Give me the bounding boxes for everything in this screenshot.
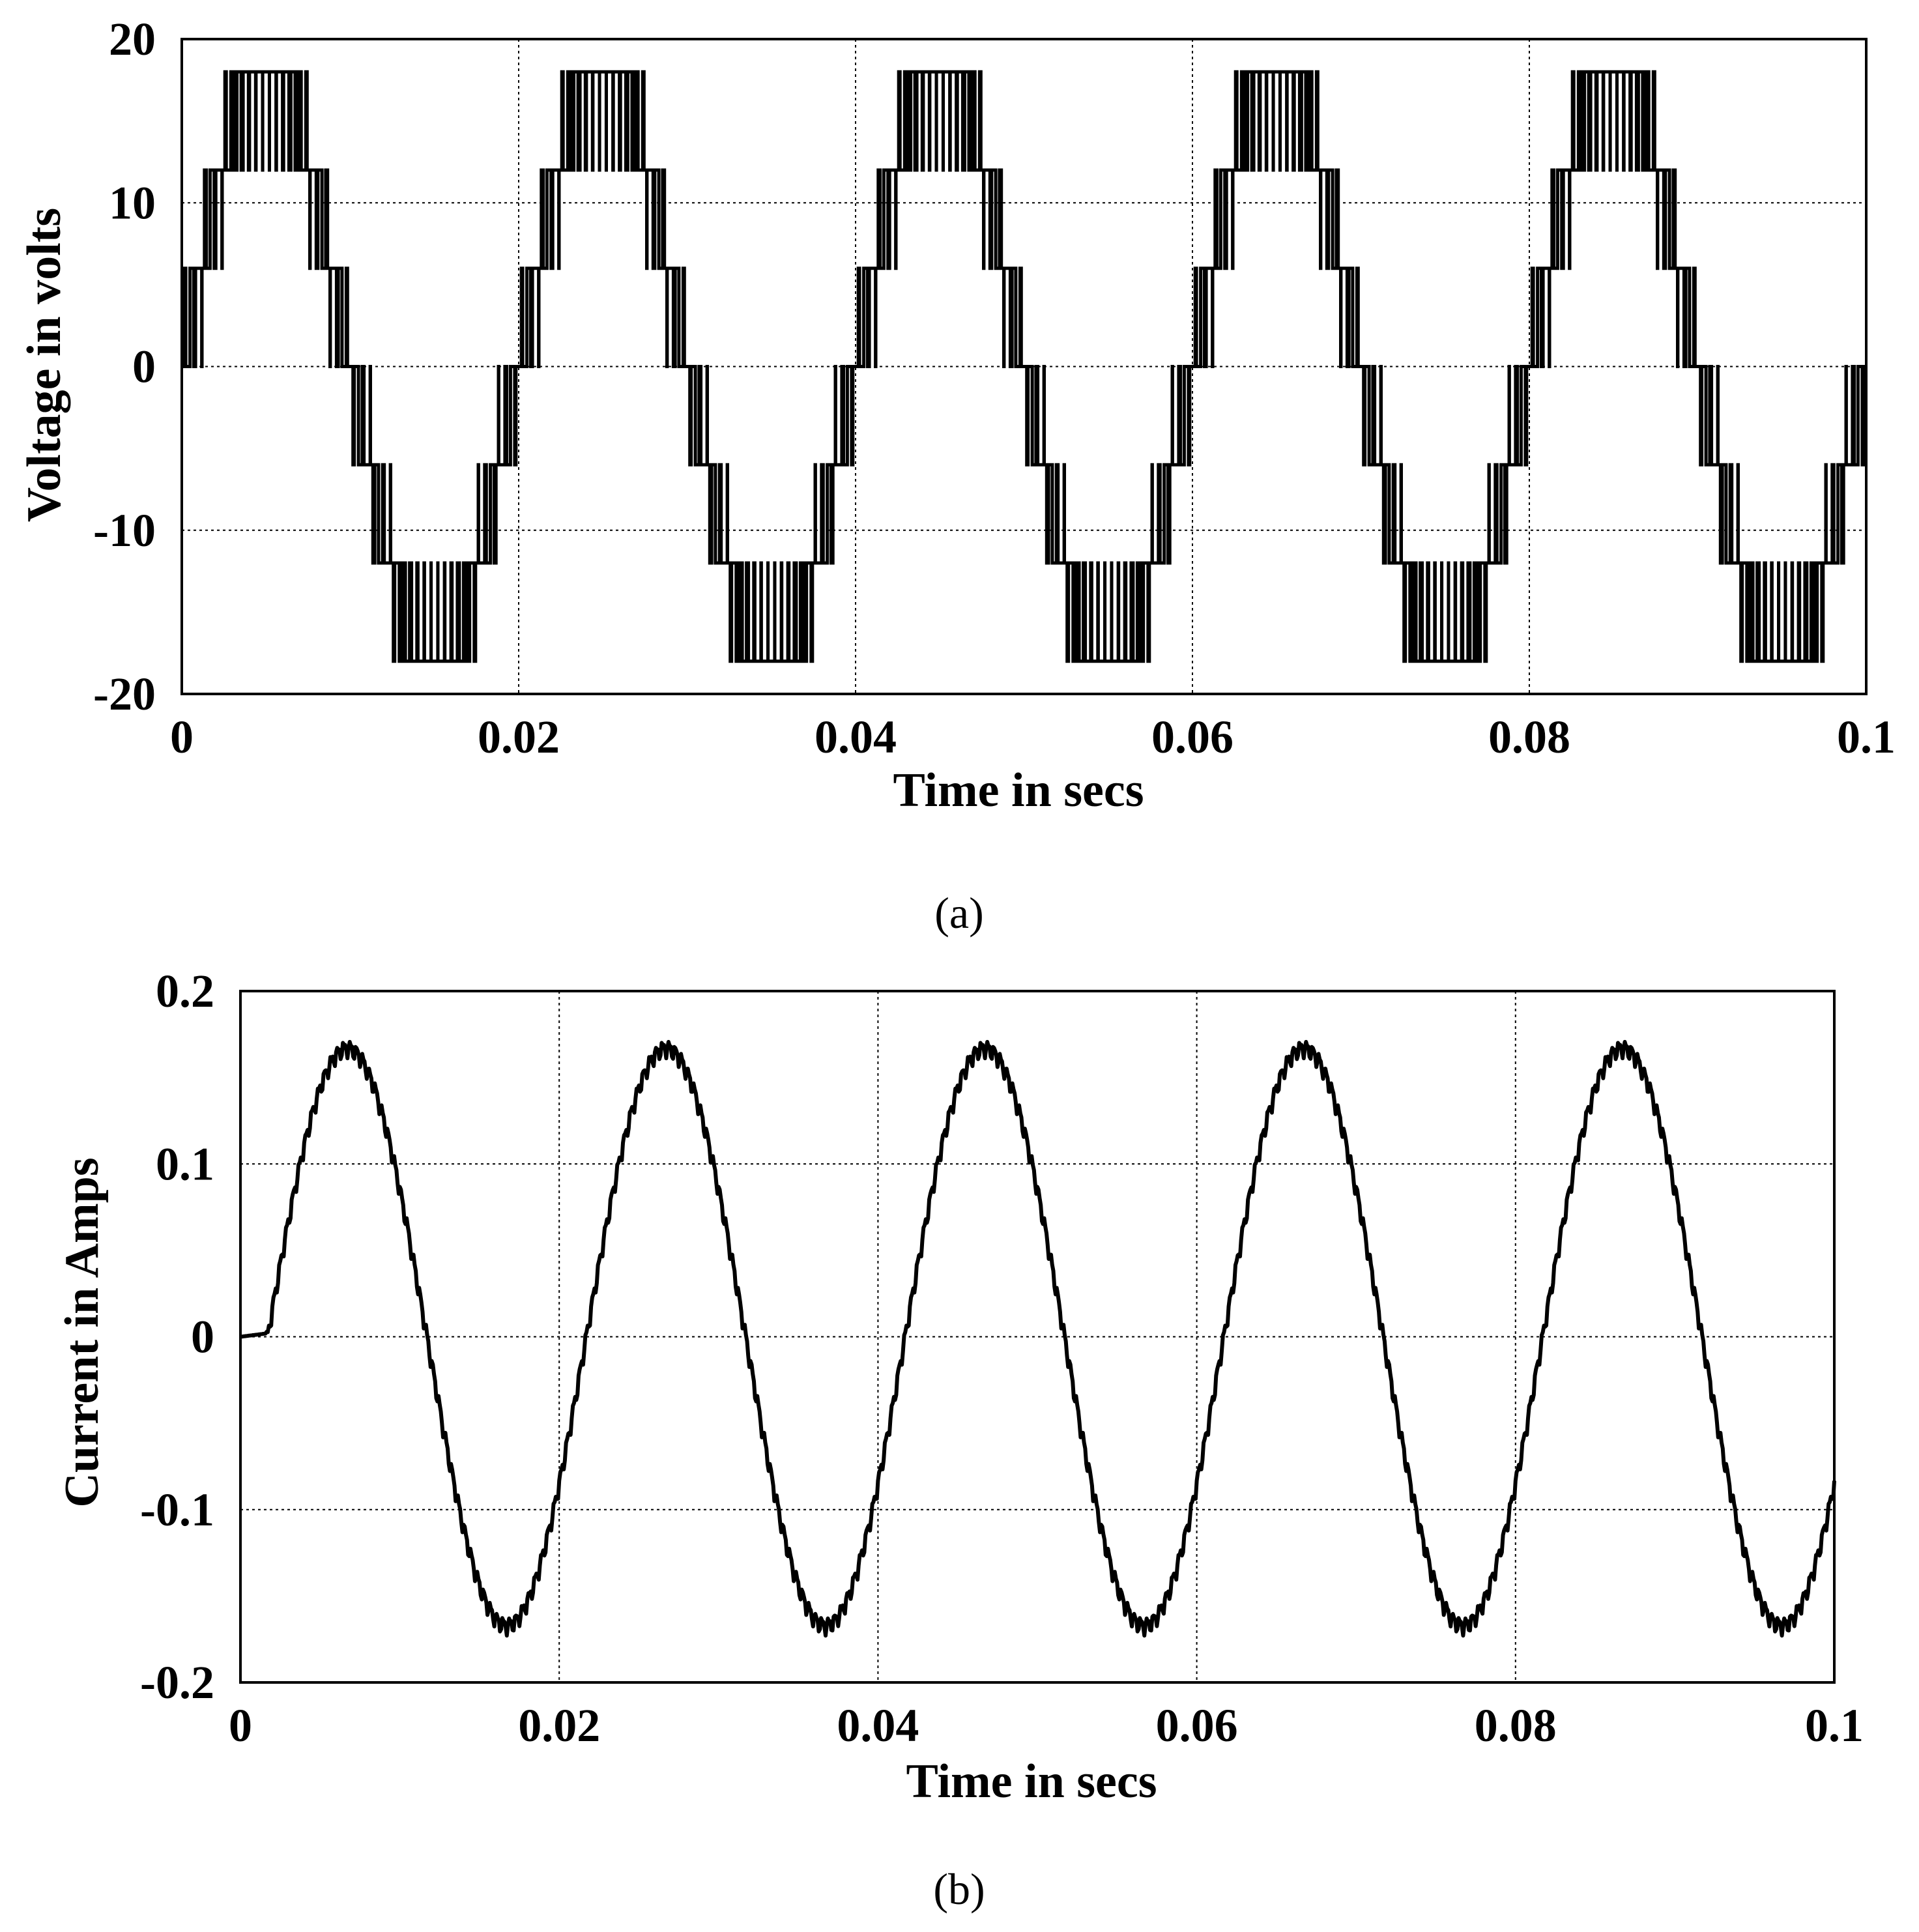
voltage-y-tick-labels: 20 10 0 -10 -20 — [93, 13, 156, 720]
current-gridlines — [240, 991, 1834, 1682]
voltage-chart: 20 10 0 -10 -20 0 0.02 0.04 0.06 0.08 0.1 Time in… — [18, 13, 1896, 817]
x-tick-label: 0.06 — [1156, 1699, 1238, 1752]
x-tick-label: 0 — [229, 1699, 252, 1752]
x-tick-label: 0.08 — [1488, 711, 1570, 763]
x-tick-label: 0.1 — [1837, 711, 1896, 763]
x-tick-label: 0.02 — [478, 711, 560, 763]
y-tick-label: 0.1 — [156, 1138, 214, 1190]
current-chart: 0.2 0.1 0 -0.1 -0.2 0 0.02 0.04 0.06 0.08 0.1 Tim… — [55, 965, 1864, 1808]
panel-a-caption: (a) — [934, 888, 983, 938]
voltage-y-axis-label: Voltage in volts — [18, 208, 71, 522]
y-tick-label: -20 — [93, 668, 156, 720]
y-tick-label: -0.2 — [140, 1656, 214, 1709]
y-tick-label: -10 — [93, 504, 156, 556]
panel-b-caption: (b) — [933, 1864, 985, 1914]
current-waveform — [239, 1040, 1836, 1638]
x-tick-label: 0.1 — [1805, 1699, 1864, 1752]
current-plot-frame — [239, 990, 1836, 1684]
y-tick-label: 0.2 — [156, 965, 214, 1017]
x-tick-label: 0.02 — [518, 1699, 600, 1752]
y-tick-label: 0 — [132, 341, 156, 393]
voltage-plot-frame — [180, 38, 1868, 695]
x-tick-label: 0.04 — [815, 711, 897, 763]
x-tick-label: 0.08 — [1475, 1699, 1557, 1752]
voltage-gridlines — [182, 39, 1866, 694]
panel-b-caption-text: (b) — [933, 1864, 985, 1914]
y-tick-label: -0.1 — [140, 1484, 214, 1536]
current-x-axis-label: Time in secs — [906, 1755, 1157, 1808]
x-tick-label: 0 — [170, 711, 194, 763]
current-x-tick-labels: 0 0.02 0.04 0.06 0.08 0.1 — [229, 1699, 1864, 1752]
current-y-tick-labels: 0.2 0.1 0 -0.1 -0.2 — [140, 965, 214, 1709]
y-tick-label: 0 — [191, 1311, 214, 1363]
y-tick-label: 20 — [109, 13, 156, 65]
x-tick-label: 0.04 — [837, 1699, 919, 1752]
x-tick-label: 0.06 — [1151, 711, 1234, 763]
voltage-x-axis-label: Time in secs — [893, 764, 1144, 817]
voltage-waveform — [182, 70, 1866, 663]
panel-a-caption-text: (a) — [934, 888, 983, 938]
y-tick-label: 10 — [109, 177, 156, 229]
current-y-axis-label: Current in Amps — [55, 1157, 109, 1507]
voltage-x-tick-labels: 0 0.02 0.04 0.06 0.08 0.1 — [170, 711, 1896, 763]
